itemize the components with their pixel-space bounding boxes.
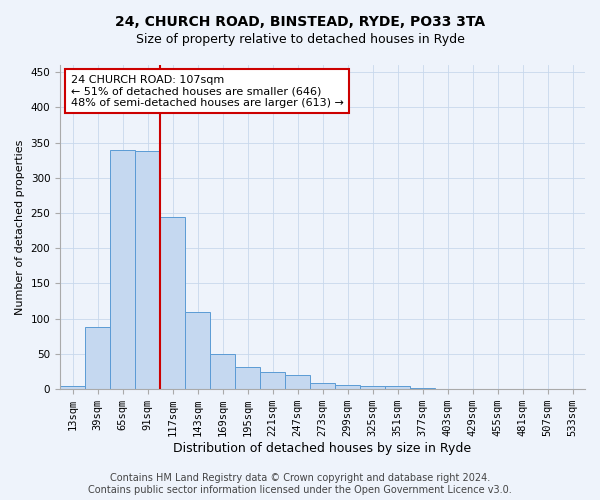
Text: Contains HM Land Registry data © Crown copyright and database right 2024.
Contai: Contains HM Land Registry data © Crown c… (88, 474, 512, 495)
Bar (460, 388, 485, 389)
X-axis label: Distribution of detached houses by size in Ryde: Distribution of detached houses by size … (173, 442, 472, 455)
Bar (435, 388, 460, 389)
Bar (310, 383, 335, 389)
Bar (360, 386, 385, 389)
Text: Size of property relative to detached houses in Ryde: Size of property relative to detached ho… (136, 32, 464, 46)
Text: 24 CHURCH ROAD: 107sqm
← 51% of detached houses are smaller (646)
48% of semi-de: 24 CHURCH ROAD: 107sqm ← 51% of detached… (71, 74, 343, 108)
Bar (85, 327, 110, 389)
Bar (285, 375, 310, 389)
Y-axis label: Number of detached properties: Number of detached properties (15, 140, 25, 315)
Bar (110, 150, 135, 389)
Text: 24, CHURCH ROAD, BINSTEAD, RYDE, PO33 3TA: 24, CHURCH ROAD, BINSTEAD, RYDE, PO33 3T… (115, 15, 485, 29)
Bar (185, 312, 210, 389)
Bar (235, 368, 260, 389)
Bar (210, 354, 235, 389)
Bar (160, 216, 185, 389)
Bar (335, 385, 360, 389)
Bar (410, 388, 435, 389)
Bar (260, 372, 285, 389)
Bar (60, 386, 85, 389)
Bar (135, 151, 160, 389)
Bar (385, 386, 410, 389)
